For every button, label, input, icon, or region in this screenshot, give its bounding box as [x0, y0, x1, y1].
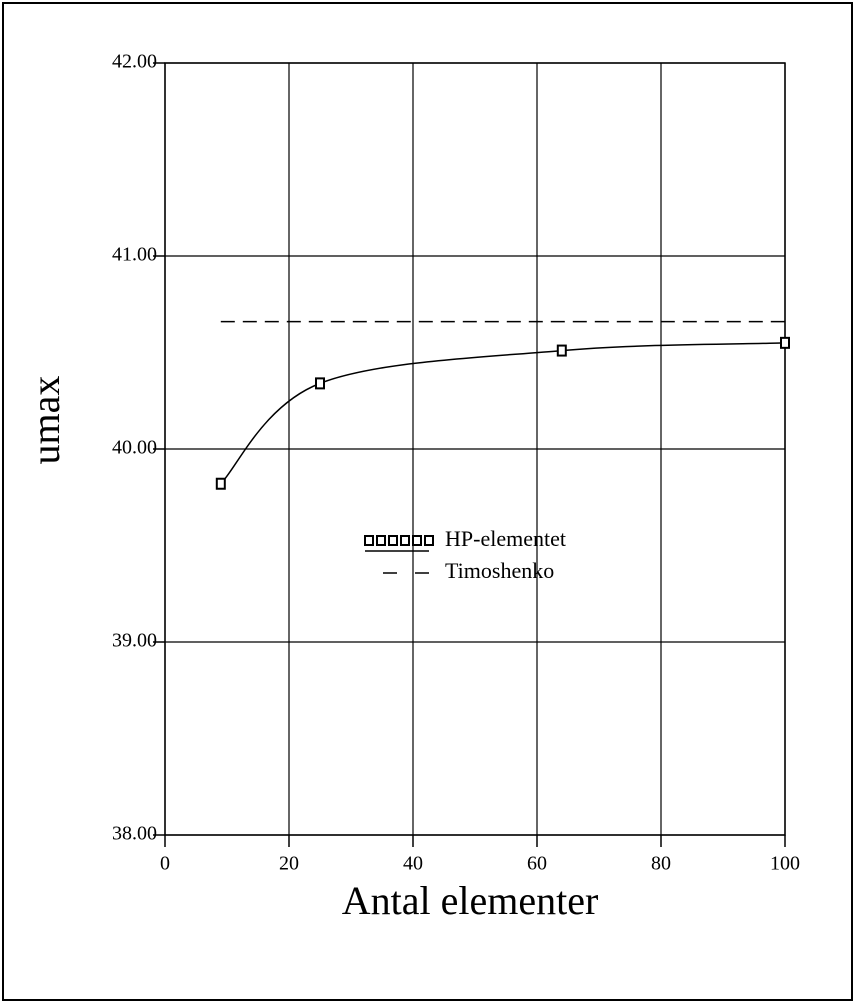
marker	[780, 336, 790, 349]
y-tick-label: 39.00	[112, 630, 157, 652]
legend-marker	[424, 535, 434, 546]
legend-label: Timoshenko	[445, 558, 554, 583]
x-tick-label: 0	[160, 853, 170, 875]
x-tick-label: 80	[651, 853, 671, 875]
x-axis-label: Antal elementer	[342, 878, 599, 923]
y-tick-label: 41.00	[112, 244, 157, 266]
legend-marker	[400, 535, 410, 546]
marker	[556, 344, 567, 357]
y-tick-label: 40.00	[112, 437, 157, 459]
legend-marker	[412, 535, 422, 546]
y-tick-label: 42.00	[112, 51, 157, 73]
legend-marker	[364, 535, 374, 546]
x-tick-label: 40	[403, 853, 423, 875]
series-line	[220, 342, 786, 485]
x-tick-label: 100	[770, 853, 800, 875]
y-axis-label: umax	[23, 376, 68, 465]
marker	[215, 477, 226, 490]
legend-marker	[376, 535, 386, 546]
legend-marker	[388, 535, 398, 546]
y-tick-label: 38.00	[112, 823, 157, 845]
x-tick-label: 20	[279, 853, 299, 875]
legend-label: HP-elementet	[445, 526, 566, 551]
marker	[315, 377, 325, 390]
x-tick-label: 60	[527, 853, 547, 875]
